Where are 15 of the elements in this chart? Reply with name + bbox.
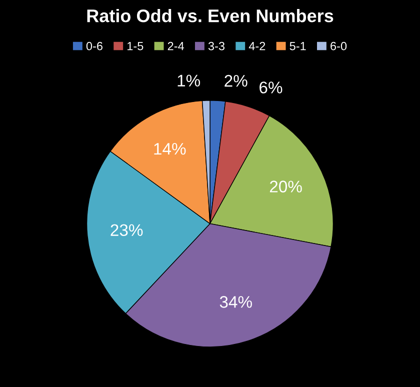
legend-label: 4-2 <box>248 42 266 50</box>
data-label: 23% <box>110 224 143 236</box>
legend-label: 2-4 <box>168 42 184 50</box>
legend-label: 6-0 <box>330 42 347 50</box>
data-label: 34% <box>220 296 252 308</box>
data-label: 6% <box>260 82 282 94</box>
legend-label: 3-3 <box>208 42 225 50</box>
data-label: 20% <box>270 180 302 192</box>
legend-label: 0-6 <box>86 42 102 50</box>
legend-label: 5-1 <box>290 42 306 50</box>
legend-label: 1-5 <box>128 42 144 50</box>
chart-title: Ratio Odd vs. Even Numbers <box>87 9 334 22</box>
data-label: 2% <box>224 74 248 87</box>
data-label: 1% <box>178 74 200 86</box>
data-label: 14% <box>154 142 186 155</box>
